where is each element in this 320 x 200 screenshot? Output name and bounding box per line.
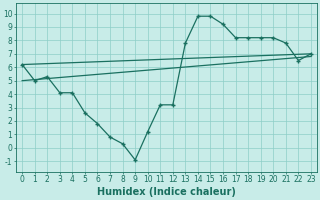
X-axis label: Humidex (Indice chaleur): Humidex (Indice chaleur): [97, 187, 236, 197]
